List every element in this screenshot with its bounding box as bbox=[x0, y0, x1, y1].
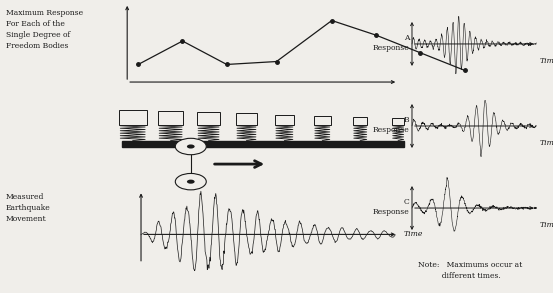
Text: C: C bbox=[206, 114, 211, 122]
Circle shape bbox=[187, 180, 195, 184]
Bar bbox=[122, 141, 404, 147]
Bar bbox=[314, 116, 331, 125]
Circle shape bbox=[175, 173, 206, 190]
Bar bbox=[119, 110, 147, 125]
Text: Time: Time bbox=[539, 222, 553, 229]
Bar bbox=[158, 111, 184, 125]
Text: Note:   Maximums occur at
          different times.: Note: Maximums occur at different times. bbox=[418, 261, 522, 280]
Text: B: B bbox=[168, 114, 174, 122]
Bar bbox=[197, 112, 220, 125]
Circle shape bbox=[187, 144, 195, 149]
Text: B: B bbox=[404, 116, 409, 124]
Bar bbox=[392, 118, 404, 125]
Text: A: A bbox=[404, 34, 409, 42]
Circle shape bbox=[175, 138, 206, 155]
Text: Time: Time bbox=[539, 57, 553, 65]
Text: Time: Time bbox=[539, 139, 553, 147]
Text: Response: Response bbox=[373, 126, 409, 134]
Text: Response: Response bbox=[373, 208, 409, 216]
Text: C: C bbox=[404, 198, 409, 206]
Text: Maximum Response
For Each of the
Single Degree of
Freedom Bodies: Maximum Response For Each of the Single … bbox=[6, 9, 82, 50]
Text: A: A bbox=[130, 113, 135, 121]
Text: Time: Time bbox=[404, 230, 423, 239]
Bar bbox=[236, 113, 257, 125]
Text: Response: Response bbox=[373, 44, 409, 52]
Bar bbox=[353, 117, 367, 125]
Text: Measured
Earthquake
Movement: Measured Earthquake Movement bbox=[6, 193, 50, 223]
Bar bbox=[275, 115, 294, 125]
